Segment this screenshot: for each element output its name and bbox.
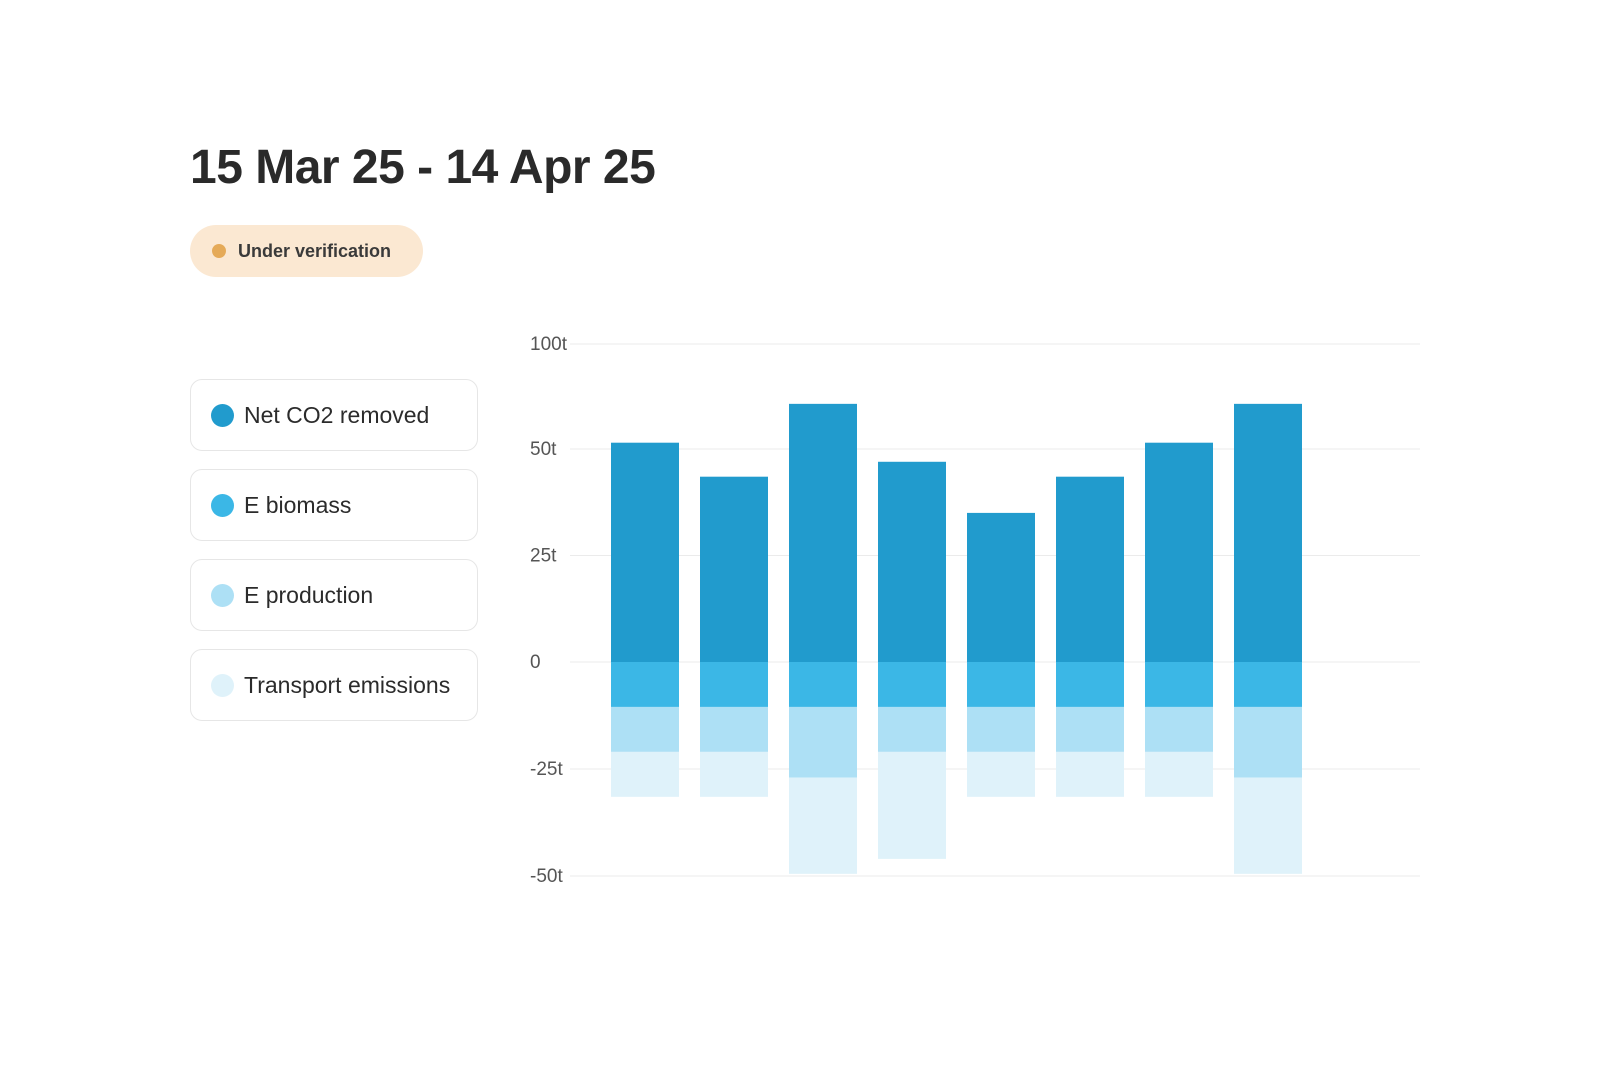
- y-tick-label: 25t: [530, 546, 557, 567]
- bar-segment-e-biomass[interactable]: [789, 662, 857, 707]
- legend-swatch-icon: [211, 673, 234, 697]
- bar-segment-transport-emissions[interactable]: [700, 751, 768, 797]
- page-title: 15 Mar 25 - 14 Apr 25: [190, 141, 656, 194]
- bar-segment-e-production[interactable]: [1234, 706, 1302, 778]
- legend-item-transport-emissions[interactable]: Transport emissions: [190, 649, 478, 721]
- bar-segment-net-co2-removed[interactable]: [611, 442, 679, 662]
- bar-segment-net-co2-removed[interactable]: [1145, 442, 1213, 662]
- bar-segment-transport-emissions[interactable]: [789, 777, 857, 874]
- bar-segment-net-co2-removed[interactable]: [967, 512, 1035, 662]
- bar-segment-net-co2-removed[interactable]: [1056, 476, 1124, 662]
- bar-segment-e-production[interactable]: [878, 706, 946, 752]
- bar-segment-e-production[interactable]: [967, 706, 1035, 752]
- bar-segment-e-biomass[interactable]: [967, 662, 1035, 707]
- status-badge: Under verification: [190, 225, 424, 277]
- bar-segment-e-production[interactable]: [700, 706, 768, 752]
- y-tick-label: -50t: [530, 866, 563, 887]
- bar-segment-e-biomass[interactable]: [1056, 662, 1124, 707]
- bar-segment-transport-emissions[interactable]: [611, 751, 679, 797]
- legend-item-net-co2-removed[interactable]: Net CO2 removed: [190, 379, 478, 451]
- legend-swatch-icon: [211, 583, 234, 607]
- status-dot-icon: [212, 244, 226, 258]
- bar-segment-e-production[interactable]: [789, 706, 857, 778]
- bar-segment-e-biomass[interactable]: [611, 662, 679, 707]
- bar-segment-e-biomass[interactable]: [878, 662, 946, 707]
- legend-label: E production: [244, 581, 374, 608]
- bar-segment-transport-emissions[interactable]: [1056, 751, 1124, 797]
- status-label: Under verification: [238, 240, 392, 261]
- bar-segment-net-co2-removed[interactable]: [789, 403, 857, 662]
- bar-segment-e-production[interactable]: [1056, 706, 1124, 752]
- legend-item-e-production[interactable]: E production: [190, 559, 478, 631]
- bar-segment-e-biomass[interactable]: [700, 662, 768, 707]
- bar-segment-net-co2-removed[interactable]: [700, 476, 768, 662]
- bar-segment-e-biomass[interactable]: [1234, 662, 1302, 707]
- bar-segment-e-production[interactable]: [1145, 706, 1213, 752]
- chart-legend: Net CO2 removed E biomass E production T…: [190, 379, 478, 721]
- y-tick-label: 100t: [530, 334, 568, 355]
- legend-swatch-icon: [211, 493, 234, 517]
- bar-segment-transport-emissions[interactable]: [1234, 777, 1302, 874]
- stacked-bar-chart: 100t 50t 25t 0 -25t -50t: [530, 330, 1420, 930]
- y-tick-label: 0: [530, 652, 541, 673]
- bar-segment-net-co2-removed[interactable]: [878, 461, 946, 662]
- legend-label: E biomass: [244, 491, 352, 518]
- y-tick-label: 50t: [530, 439, 557, 460]
- bar-segment-e-biomass[interactable]: [1145, 662, 1213, 707]
- legend-item-e-biomass[interactable]: E biomass: [190, 469, 478, 541]
- bar-segment-net-co2-removed[interactable]: [1234, 403, 1302, 662]
- bar-segment-transport-emissions[interactable]: [967, 751, 1035, 797]
- legend-swatch-icon: [211, 403, 234, 427]
- chart-svg: 100t 50t 25t 0 -25t -50t: [530, 334, 1420, 887]
- bar-segment-transport-emissions[interactable]: [878, 751, 946, 859]
- legend-label: Net CO2 removed: [244, 401, 430, 428]
- bar-segment-e-production[interactable]: [611, 706, 679, 752]
- bar-segment-transport-emissions[interactable]: [1145, 751, 1213, 797]
- legend-label: Transport emissions: [244, 671, 451, 698]
- y-tick-label: -25t: [530, 759, 563, 780]
